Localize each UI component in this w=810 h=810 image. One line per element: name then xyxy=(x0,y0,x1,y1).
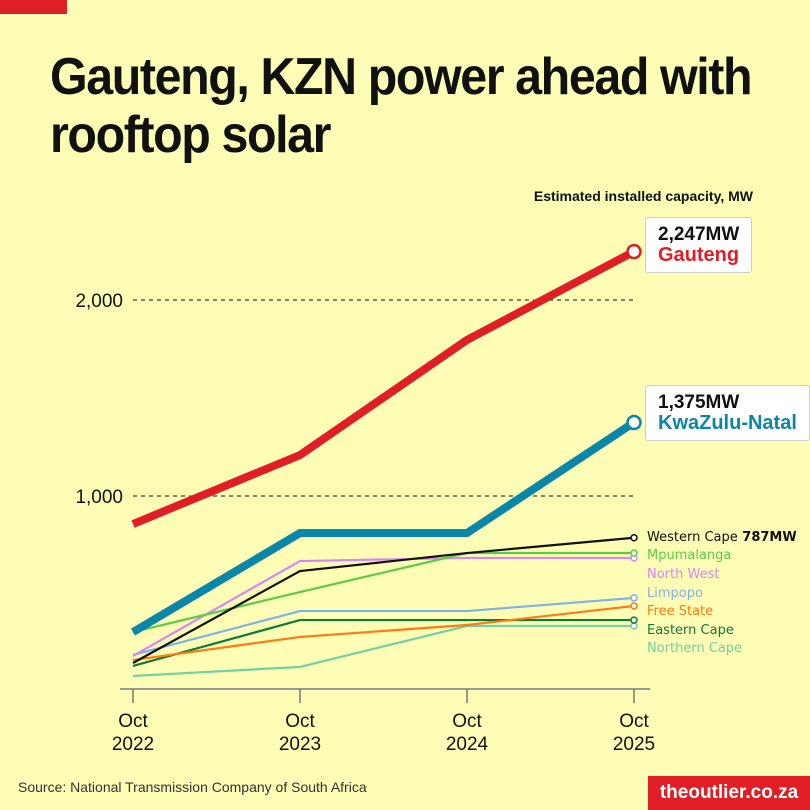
page-title: Gauteng, KZN power ahead with rooftop so… xyxy=(50,48,753,164)
end-point-marker xyxy=(630,622,638,630)
x-tick-label: Oct xyxy=(118,711,148,732)
kzn-value: 1,375MW xyxy=(658,392,740,413)
gauteng-callout: 2,247MW Gauteng xyxy=(645,217,753,273)
series-label: Mpumalanga xyxy=(647,548,731,563)
series-line-kwazulu-natal xyxy=(130,419,637,636)
y-tick-label: 2,000 xyxy=(75,291,123,312)
end-point-marker xyxy=(626,243,642,260)
series-line-free-state xyxy=(132,604,635,662)
series-line-limpopo xyxy=(132,596,635,657)
gauteng-label: Gauteng xyxy=(658,244,740,266)
series-line-mpumalanga xyxy=(132,551,634,634)
series-line-western-cape xyxy=(132,536,635,664)
brand-bar xyxy=(0,0,67,14)
series-label: Western Cape 787MW xyxy=(647,530,797,545)
chart-subtitle: Estimated installed capacity, MW xyxy=(533,188,753,204)
series-label: Northern Cape xyxy=(647,641,742,656)
series-label: Free State xyxy=(647,604,713,619)
series-label: Eastern Cape xyxy=(647,623,734,638)
series-line-eastern-cape xyxy=(132,618,634,667)
kzn-label: KwaZulu-Natal xyxy=(658,412,797,434)
end-point-marker xyxy=(630,616,638,624)
source-note: Source: National Transmission Company of… xyxy=(18,779,367,795)
y-tick-label: 1,000 xyxy=(75,487,123,508)
series-line-northern-cape xyxy=(132,624,634,678)
end-point-marker xyxy=(630,594,638,602)
western-cape-value: 787MW xyxy=(738,530,797,545)
gauteng-value: 2,247MW xyxy=(658,224,740,245)
end-point-marker xyxy=(630,549,638,557)
end-point-marker xyxy=(630,602,638,610)
series-line-gauteng xyxy=(131,248,636,528)
x-tick-label: Oct xyxy=(452,711,482,732)
x-tick-label: 2025 xyxy=(613,734,655,755)
end-point-marker xyxy=(626,414,642,431)
kzn-callout: 1,375MW KwaZulu-Natal xyxy=(645,385,810,441)
end-point-marker xyxy=(630,533,638,542)
x-tick-label: 2022 xyxy=(112,734,154,755)
x-tick-label: Oct xyxy=(285,711,315,732)
series-label: North West xyxy=(647,567,719,582)
series-label: Limpopo xyxy=(647,586,703,601)
brand-link[interactable]: theoutlier.co.za xyxy=(648,776,810,810)
x-tick-label: 2024 xyxy=(446,734,489,755)
x-tick-label: Oct xyxy=(619,711,649,732)
x-tick-label: 2023 xyxy=(279,734,321,755)
series-line-north-west xyxy=(132,556,634,657)
